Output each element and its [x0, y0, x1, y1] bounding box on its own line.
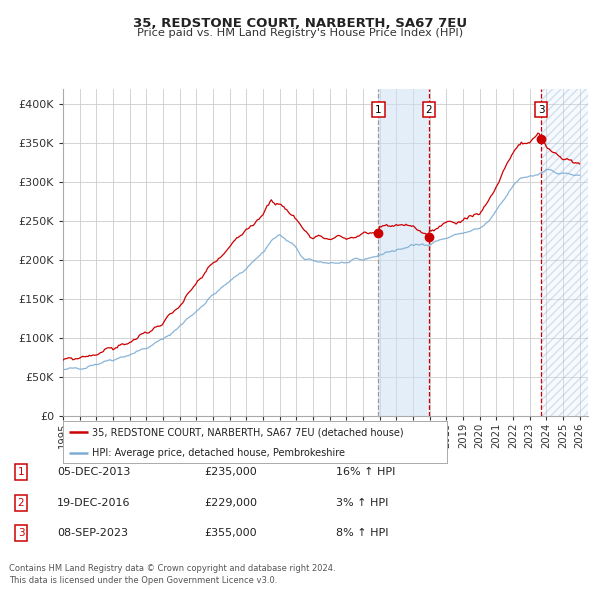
Text: 05-DEC-2013: 05-DEC-2013 — [57, 467, 130, 477]
Text: 1: 1 — [17, 467, 25, 477]
Text: Price paid vs. HM Land Registry's House Price Index (HPI): Price paid vs. HM Land Registry's House … — [137, 28, 463, 38]
Text: £235,000: £235,000 — [204, 467, 257, 477]
Text: £229,000: £229,000 — [204, 498, 257, 507]
Text: 35, REDSTONE COURT, NARBERTH, SA67 7EU (detached house): 35, REDSTONE COURT, NARBERTH, SA67 7EU (… — [92, 427, 403, 437]
Text: 3: 3 — [538, 104, 544, 114]
Text: 35, REDSTONE COURT, NARBERTH, SA67 7EU: 35, REDSTONE COURT, NARBERTH, SA67 7EU — [133, 17, 467, 30]
Text: 08-SEP-2023: 08-SEP-2023 — [57, 529, 128, 538]
Text: Contains HM Land Registry data © Crown copyright and database right 2024.
This d: Contains HM Land Registry data © Crown c… — [9, 565, 335, 585]
Text: £355,000: £355,000 — [204, 529, 257, 538]
Text: 3% ↑ HPI: 3% ↑ HPI — [336, 498, 388, 507]
Bar — [379, 88, 429, 416]
Text: 16% ↑ HPI: 16% ↑ HPI — [336, 467, 395, 477]
Text: 19-DEC-2016: 19-DEC-2016 — [57, 498, 131, 507]
Bar — [541, 88, 588, 416]
Text: 3: 3 — [17, 529, 25, 538]
Text: 2: 2 — [425, 104, 433, 114]
Text: 2: 2 — [17, 498, 25, 507]
Text: 8% ↑ HPI: 8% ↑ HPI — [336, 529, 389, 538]
Bar — [541, 88, 588, 416]
Text: 1: 1 — [375, 104, 382, 114]
Text: HPI: Average price, detached house, Pembrokeshire: HPI: Average price, detached house, Pemb… — [92, 448, 345, 457]
